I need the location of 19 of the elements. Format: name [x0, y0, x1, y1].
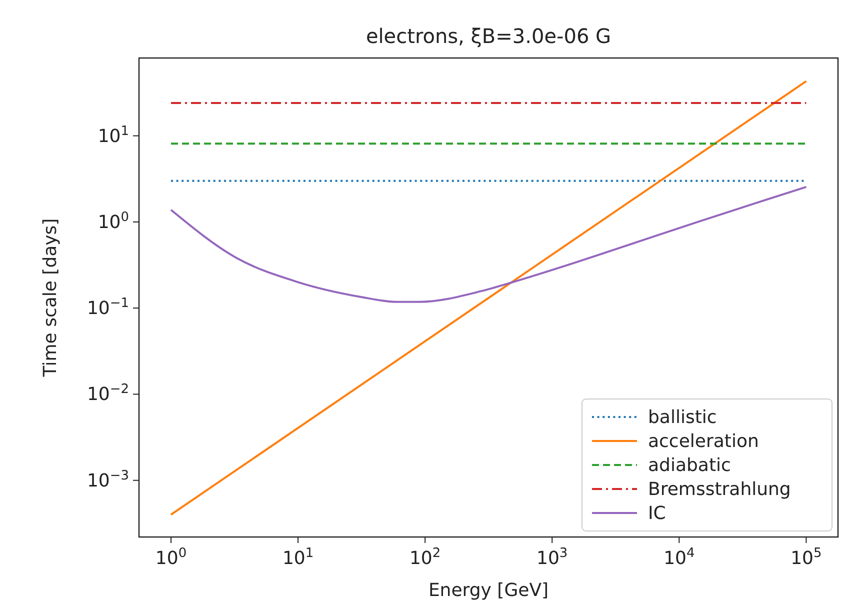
y-tick-label: 10$^{1}$ [98, 123, 129, 147]
legend-label: Bremsstrahlung [648, 479, 791, 500]
legend-label: acceleration [648, 431, 759, 452]
legend-label: ballistic [648, 407, 717, 428]
x-tick-label: 10$^{4}$ [664, 546, 695, 569]
x-tick-label: 10$^{0}$ [155, 546, 187, 569]
x-tick-label: 10$^{5}$ [790, 546, 822, 569]
chart-title: electrons, ξB=3.0e-06 G [366, 24, 612, 48]
x-tick-label: 10$^{1}$ [282, 546, 314, 569]
y-tick-label: 10$^{0}$ [98, 209, 129, 233]
legend-label: IC [648, 503, 666, 524]
y-tick-label: 10$^{−2}$ [86, 382, 129, 406]
y-tick-label: 10$^{−3}$ [86, 468, 129, 492]
x-tick-label: 10$^{3}$ [536, 546, 568, 569]
y-tick-label: 10$^{−1}$ [86, 296, 129, 320]
x-axis-title: Energy [GeV] [428, 580, 549, 601]
legend-label: adiabatic [648, 455, 731, 476]
x-tick-label: 10$^{2}$ [409, 546, 441, 569]
y-axis-title: Time scale [days] [40, 218, 61, 378]
